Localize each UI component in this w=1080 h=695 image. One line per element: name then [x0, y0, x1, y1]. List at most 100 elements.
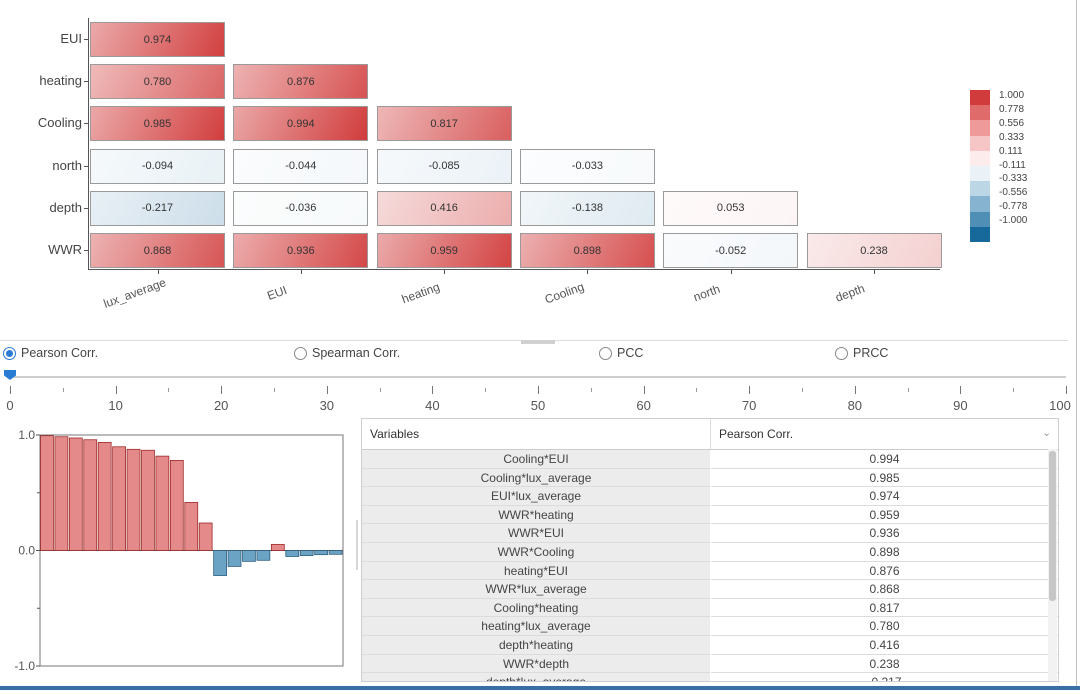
heatmap-cell[interactable]: -0.138 — [519, 190, 655, 226]
radio-pearson-dot[interactable] — [3, 346, 16, 360]
table-row[interactable]: heating*EUI 0.876 — [362, 561, 1058, 581]
bar-chart-bar — [126, 448, 141, 551]
table-cell-variables: WWR*EUI — [362, 524, 710, 543]
heatmap-cell[interactable]: 0.898 — [519, 233, 655, 268]
bar-chart-bar — [213, 550, 227, 576]
heatmap-cell[interactable]: -0.085 — [376, 148, 512, 184]
slider-major-tick — [749, 386, 751, 394]
heatmap-col-label: heating — [399, 279, 442, 307]
table-scrollbar-thumb[interactable] — [1049, 451, 1056, 601]
heatmap-col-tick — [874, 270, 875, 274]
bar-chart-bar — [68, 437, 83, 551]
table-row[interactable]: Cooling*EUI 0.994 — [362, 450, 1058, 469]
heatmap-row-label: north — [52, 157, 82, 173]
heatmap-row-label: heating — [39, 73, 82, 89]
bar-chart-bar — [242, 550, 256, 562]
table-cell-value: 0.817 — [711, 598, 1058, 618]
heatmap-col-label: north — [691, 281, 723, 305]
correlation-heatmap: EUI heating Cooling north depth WWR 0.974 0.78… — [0, 0, 1080, 330]
table-scrollbar[interactable] — [1048, 449, 1057, 681]
table-cell-variables: Cooling*heating — [362, 598, 710, 618]
radio-spearman[interactable]: Spearman Corr. — [294, 346, 400, 360]
heatmap-cell[interactable]: 0.238 — [806, 233, 942, 268]
table-row[interactable]: EUI*lux_average 0.974 — [362, 487, 1058, 506]
heatmap-col-tick — [300, 270, 302, 274]
radio-pearson[interactable]: Pearson Corr. — [3, 346, 98, 360]
table-cell-value: 0.898 — [711, 543, 1058, 562]
heatmap-cell[interactable]: 0.959 — [376, 233, 512, 268]
radio-prcc[interactable]: PRCC — [835, 346, 888, 360]
radio-pcc[interactable]: PCC — [599, 346, 643, 360]
legend-label: 0.778 — [999, 103, 1025, 115]
slider-major-tick — [643, 386, 645, 394]
slider-minor-tick — [907, 388, 909, 392]
legend-label: -0.333 — [999, 173, 1028, 185]
radio-prcc-dot[interactable] — [835, 346, 848, 360]
heatmap-cell[interactable]: 0.985 — [90, 106, 225, 142]
legend-label: -0.111 — [999, 159, 1026, 171]
heatmap-cell[interactable]: -0.217 — [90, 190, 225, 226]
table-row[interactable]: WWR*lux_average 0.868 — [362, 580, 1058, 599]
bar-chart-bar — [112, 446, 126, 551]
radio-spearman-dot[interactable] — [294, 346, 307, 360]
heatmap-cell[interactable]: -0.033 — [519, 148, 655, 184]
heatmap-cell[interactable]: 0.994 — [233, 106, 369, 142]
radio-pcc-dot[interactable] — [599, 346, 612, 360]
table-cell-variables: depth*lux_average — [362, 673, 710, 681]
bar-chart-bar — [198, 522, 213, 551]
slider-thumb[interactable] — [4, 370, 16, 380]
table-row[interactable]: Cooling*lux_average 0.985 — [362, 468, 1058, 488]
bottom-border — [0, 686, 1080, 690]
slider-minor-tick — [379, 388, 381, 392]
heatmap-cell[interactable]: 0.817 — [376, 106, 512, 142]
slider-minor-tick — [485, 388, 487, 392]
heatmap-cell[interactable]: 0.053 — [663, 190, 799, 226]
header-pearson-corr[interactable]: Pearson Corr. — [719, 427, 794, 441]
legend-swatch — [970, 211, 990, 227]
heatmap-x-axis — [88, 269, 940, 270]
table-row[interactable]: WWR*heating 0.959 — [362, 505, 1058, 525]
table-row[interactable]: depth*lux_average-0.217 — [362, 673, 1058, 681]
legend-swatch — [970, 226, 990, 242]
legend-swatch — [970, 166, 990, 182]
splitter-handle[interactable] — [521, 340, 555, 344]
table-cell-variables: heating*lux_average — [362, 617, 710, 636]
table-row[interactable]: WWR*depth 0.238 — [362, 654, 1058, 674]
table-row[interactable]: WWR*EUI 0.936 — [362, 524, 1058, 543]
slider-tick-label: 90 — [953, 398, 968, 413]
bar-chart-bar — [155, 455, 170, 551]
heatmap-col-label: EUI — [265, 282, 289, 304]
table-row[interactable]: Cooling*heating 0.817 — [362, 598, 1058, 618]
slider-tick-label: 10 — [108, 398, 123, 413]
table-row[interactable]: depth*heating 0.416 — [362, 636, 1058, 655]
heatmap-col-label: Cooling — [542, 279, 586, 307]
slider-track[interactable] — [10, 376, 1066, 378]
bar-chart-bar — [299, 550, 314, 556]
heatmap-cell[interactable]: 0.416 — [376, 190, 512, 226]
table-cell-variables: EUI*lux_average — [362, 487, 710, 506]
radio-pearson-label: Pearson Corr. — [21, 346, 99, 360]
bar-chart-bar — [328, 550, 343, 555]
slider-tick-label: 50 — [530, 398, 546, 413]
heatmap-cell[interactable]: 0.974 — [90, 22, 225, 57]
heatmap-cell[interactable]: 0.876 — [233, 64, 369, 100]
slider-major-tick — [221, 386, 223, 394]
heatmap-cell[interactable]: 0.868 — [90, 233, 225, 268]
heatmap-cell[interactable]: 0.780 — [90, 64, 225, 100]
heatmap-cell[interactable]: 0.936 — [233, 233, 369, 268]
threshold-slider[interactable] — [0, 368, 1080, 418]
heatmap-cell[interactable]: -0.036 — [233, 190, 369, 226]
slider-major-tick — [854, 386, 856, 394]
heatmap-cell[interactable]: -0.044 — [233, 148, 369, 184]
pane-divider[interactable] — [356, 520, 358, 570]
heatmap-col-tick — [587, 270, 589, 274]
heatmap-cell[interactable]: -0.052 — [663, 233, 799, 268]
bar-chart-bar — [141, 449, 155, 551]
table-row[interactable]: WWR*Cooling 0.898 — [362, 543, 1058, 562]
heatmap-cell[interactable]: -0.094 — [90, 148, 225, 184]
table-cell-value: -0.217 — [711, 673, 1058, 681]
header-variables[interactable]: Variables — [362, 419, 710, 449]
sort-dropdown-icon[interactable]: ⌄ — [1042, 427, 1052, 439]
table-row[interactable]: heating*lux_average 0.780 — [362, 617, 1058, 636]
heatmap-row-label: Cooling — [37, 115, 82, 131]
